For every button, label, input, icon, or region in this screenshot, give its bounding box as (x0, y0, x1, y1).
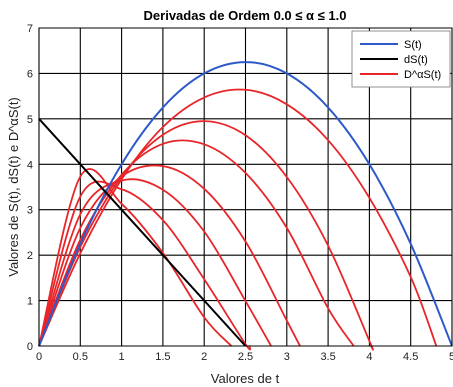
x-tick-label: 0 (36, 351, 42, 363)
x-tick-label: 1.5 (155, 351, 170, 363)
x-tick-label: 4 (366, 351, 372, 363)
y-tick-labels: 0 1 2 3 4 5 6 7 (27, 23, 33, 353)
x-tick-label: 4.5 (403, 351, 418, 363)
legend-label-s: S(t) (404, 39, 422, 51)
series-layer (38, 61, 453, 351)
x-tick-label: 5 (449, 351, 453, 363)
y-tick-label: 1 (27, 296, 33, 308)
y-axis-label: Valores de S(t), dS(t) e D^αS(t) (6, 97, 21, 277)
fractional-derivative-curve-6 (38, 180, 252, 351)
x-tick-label: 3 (284, 351, 290, 363)
legend-label-ds: dS(t) (404, 54, 428, 66)
x-tick-label: 3.5 (320, 351, 335, 363)
fractional-derivative-curve-5 (38, 178, 272, 347)
y-tick-label: 2 (27, 250, 33, 262)
y-tick-label: 7 (27, 23, 33, 35)
y-tick-label: 3 (27, 205, 33, 217)
series-line-s (38, 61, 453, 347)
fractional-derivative-curve-1 (38, 88, 438, 347)
chart-title: Derivadas de Ordem 0.0 ≤ α ≤ 1.0 (144, 8, 347, 23)
y-tick-label: 0 (27, 341, 33, 353)
y-tick-label: 6 (27, 68, 33, 80)
fractional-derivative-curve-4 (38, 164, 301, 347)
plot-frame (38, 27, 453, 347)
y-tick-label: 4 (27, 159, 33, 171)
x-tick-label: 2 (201, 351, 207, 363)
fractional-derivative-curve-7 (38, 168, 233, 347)
x-tick-label: 1 (119, 351, 125, 363)
legend-label-dalpha: D^αS(t) (404, 69, 441, 81)
legend: S(t) dS(t) D^αS(t) (351, 30, 451, 88)
y-tick-label: 5 (27, 114, 33, 126)
x-tick-label: 0.5 (73, 351, 88, 363)
x-tick-label: 2.5 (238, 351, 253, 363)
fractional-derivative-curve-2 (38, 120, 374, 351)
fractional-derivative-curve-3 (38, 139, 355, 347)
series-line-ds (38, 118, 247, 347)
x-axis-label: Valores de t (211, 371, 280, 386)
x-tick-labels: 0 0.5 1 1.5 2 2.5 3 3.5 4 4.5 5 (36, 351, 453, 363)
